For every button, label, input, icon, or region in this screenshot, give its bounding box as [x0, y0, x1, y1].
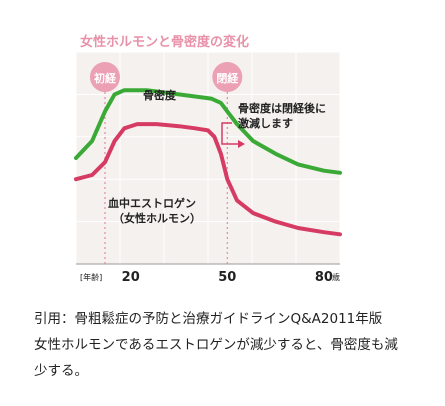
- caption-text-line1: 女性ホルモンであるエストロゲンが減少すると、骨密度も減: [34, 337, 398, 353]
- annotation-arrowhead: [238, 140, 245, 148]
- marker-lines: 初経 閉経: [89, 62, 243, 264]
- marker-label-0: 初経: [94, 71, 117, 85]
- x-tick-label-1: 50: [218, 270, 236, 285]
- marker-badge-1: [212, 62, 243, 92]
- x-unit-left: [年齢]: [80, 272, 102, 282]
- caption-citation: 引用：骨粗鬆症の予防と治療ガイドラインQ&A2011年版: [34, 311, 383, 327]
- caption-text-line2: 少する。: [34, 363, 88, 379]
- series-label-0: 骨密度: [143, 88, 177, 102]
- caption: 引用：骨粗鬆症の予防と治療ガイドラインQ&A2011年版 女性ホルモンであるエス…: [34, 308, 439, 382]
- series-line-0: [74, 88, 342, 175]
- annotation-line-0: 骨密度は閉経後に: [238, 101, 326, 115]
- x-tick-label-2: 80: [315, 270, 333, 285]
- series-group: [74, 88, 342, 237]
- x-tick-label-0: 20: [122, 270, 140, 285]
- annotation-arrow: [221, 122, 240, 145]
- series-label-1-line-0: 血中エストロゲン: [108, 196, 196, 210]
- series-line-1: [74, 122, 342, 237]
- annotation-line-1: 激減します: [238, 116, 293, 130]
- marker-badge-0: [89, 62, 120, 92]
- marker-label-1: 閉経: [216, 71, 239, 85]
- x-unit-right: 歳: [332, 272, 340, 282]
- chart-title: 女性ホルモンと骨密度の変化: [80, 34, 249, 50]
- series-label-1-line-1: （女性ホルモン）: [113, 211, 201, 225]
